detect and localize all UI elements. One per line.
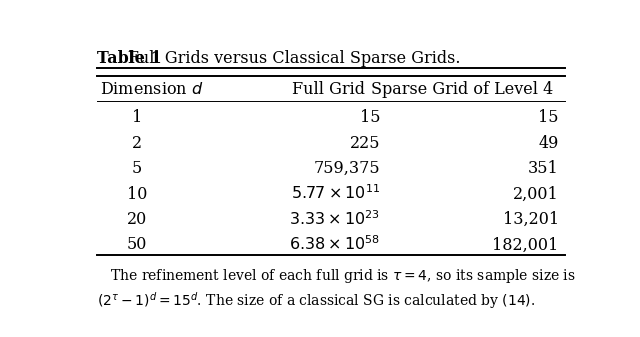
Text: 225: 225 (349, 135, 380, 152)
Text: Dimension $d$: Dimension $d$ (100, 81, 204, 98)
Text: 182,001: 182,001 (492, 237, 559, 253)
Text: 15: 15 (360, 109, 380, 126)
Text: 5: 5 (132, 160, 142, 177)
Text: Sparse Grid of Level 4: Sparse Grid of Level 4 (371, 81, 554, 98)
Text: 2: 2 (132, 135, 142, 152)
Text: $6.38 \times 10^{58}$: $6.38 \times 10^{58}$ (289, 236, 380, 254)
Text: 49: 49 (538, 135, 559, 152)
Text: 50: 50 (127, 237, 147, 253)
Text: 20: 20 (127, 211, 147, 228)
Text: 759,375: 759,375 (314, 160, 380, 177)
Text: 351: 351 (528, 160, 559, 177)
Text: 2,001: 2,001 (513, 186, 559, 203)
Text: Full Grid: Full Grid (291, 81, 365, 98)
Text: $5.77 \times 10^{11}$: $5.77 \times 10^{11}$ (291, 185, 380, 204)
Text: 15: 15 (538, 109, 559, 126)
Text: The refinement level of each full grid is $\tau = 4$, so its sample size is: The refinement level of each full grid i… (97, 268, 576, 285)
Text: $3.33 \times 10^{23}$: $3.33 \times 10^{23}$ (289, 210, 380, 229)
Text: Full Grids versus Classical Sparse Grids.: Full Grids versus Classical Sparse Grids… (97, 50, 461, 67)
Text: $(2^\tau - 1)^d = 15^d$. The size of a classical SG is calculated by $(14)$.: $(2^\tau - 1)^d = 15^d$. The size of a c… (97, 290, 536, 311)
Text: 10: 10 (127, 186, 147, 203)
Text: 13,201: 13,201 (502, 211, 559, 228)
Text: 1: 1 (132, 109, 142, 126)
Text: Table 1: Table 1 (97, 50, 162, 67)
